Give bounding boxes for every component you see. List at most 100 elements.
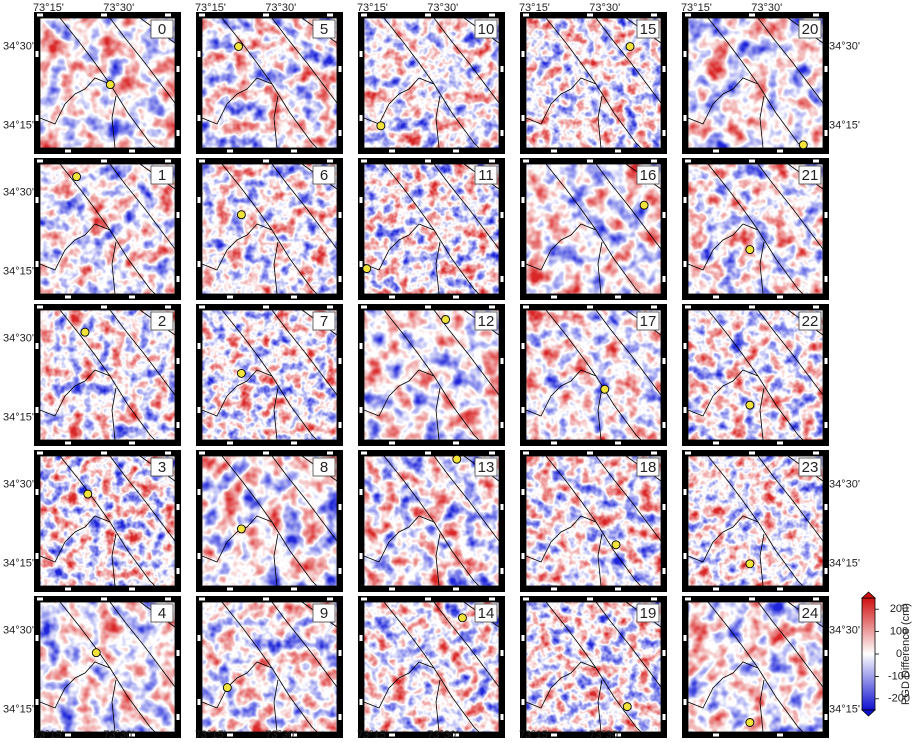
y-tick-label: 34°15' [3,704,34,716]
map-panel: 5 [199,15,340,151]
epicenter [746,246,754,254]
map-panel: 23 [685,453,826,589]
panel-label: 24 [802,605,819,622]
map-panel: 10 [361,15,502,151]
panel-label: 3 [158,459,166,476]
epicenter [453,455,461,463]
panel-label: 10 [478,21,495,38]
x-tick-label: 73°15' [357,2,388,14]
epicenter [363,265,371,273]
x-tick-label: 73°15' [195,729,226,741]
panel-label: 16 [640,167,657,184]
epicenter [237,369,245,377]
map-panel: 2 [37,307,178,443]
y-tick-label: 34°30' [829,40,860,52]
map-panel: 3 [37,453,178,589]
map-panel: 21 [685,161,826,297]
epicenter [442,316,450,324]
panel-label: 1 [158,167,166,184]
epicenter [377,122,385,130]
y-tick-label: 34°15' [829,558,860,570]
epicenter [84,490,92,498]
panel-label: 17 [640,313,657,330]
y-tick-label: 34°15' [3,266,34,278]
y-tick-label: 34°30' [829,478,860,490]
panel-label: 21 [802,167,819,184]
x-tick-label: 73°30' [265,2,296,14]
panel-label: 20 [802,21,819,38]
panel-label: 14 [478,605,495,622]
epicenter [106,81,114,89]
map-panel: 4 [37,599,178,735]
epicenter [81,328,89,336]
x-tick-label: 73°15' [33,2,64,14]
map-panel: 9 [199,599,340,735]
panel-label: 22 [802,313,819,330]
x-tick-label: 73°30' [427,729,458,741]
epicenter [92,649,100,657]
y-tick-label: 34°30' [3,40,34,52]
map-panel: 14 [361,599,502,735]
map-panel: 0 [37,15,178,151]
panel-label: 2 [158,313,166,330]
panel-label: 4 [158,605,166,622]
map-panel: 12 [361,307,502,443]
panel-label: 6 [320,167,328,184]
colorbar [862,598,875,710]
x-tick-label: 73°30' [265,729,296,741]
epicenter [601,385,609,393]
colorbar-min-arrow [862,710,875,716]
epicenter [746,718,754,726]
map-panel: 13 [361,453,502,589]
y-tick-label: 34°30' [3,332,34,344]
panel-label: 5 [320,21,328,38]
epicenter [458,614,466,622]
map-panel: 19 [523,599,664,735]
map-panel: 6 [199,161,340,297]
x-tick-label: 73°15' [195,2,226,14]
x-tick-label: 73°15' [33,729,64,741]
epicenter [746,401,754,409]
page: 073°15'73°30'34°15'34°30'134°15'34°30'23… [0,0,917,743]
panel-label: 23 [802,459,819,476]
x-tick-label: 73°15' [681,2,712,14]
x-tick-label: 73°30' [589,2,620,14]
colorbar-label: PGD Difference (cm) [900,603,912,705]
figure: 073°15'73°30'34°15'34°30'134°15'34°30'23… [0,0,917,743]
panel-label: 19 [640,605,657,622]
panel-label: 18 [640,459,657,476]
epicenter [237,211,245,219]
map-panel: 22 [685,307,826,443]
y-tick-label: 34°15' [829,704,860,716]
y-tick-label: 34°15' [3,412,34,424]
y-tick-label: 34°30' [3,186,34,198]
x-tick-label: 73°30' [751,2,782,14]
map-panel: 1 [37,161,178,297]
panel-label: 8 [320,459,328,476]
epicenter [799,141,807,149]
map-panel: 16 [523,161,664,297]
y-tick-label: 34°30' [3,624,34,636]
x-tick-label: 73°30' [103,2,134,14]
x-tick-label: 73°30' [589,729,620,741]
map-panel: 8 [199,453,340,589]
y-tick-label: 34°30' [3,478,34,490]
epicenter [223,684,231,692]
map-panel: 18 [523,453,664,589]
epicenter [237,525,245,533]
colorbar-max-arrow [862,592,875,598]
x-tick-label: 73°15' [357,729,388,741]
epicenter [612,541,620,549]
panel-label: 15 [640,21,657,38]
x-tick-label: 73°15' [519,729,550,741]
panel-label: 0 [158,21,166,38]
map-panel: 20 [685,15,826,151]
x-tick-label: 73°30' [103,729,134,741]
panel-label: 12 [478,313,495,330]
y-tick-label: 34°30' [829,624,860,636]
y-tick-label: 34°15' [829,120,860,132]
panel-label: 13 [478,459,495,476]
map-panel: 15 [523,15,664,151]
x-tick-label: 73°30' [427,2,458,14]
map-panel: 11 [361,161,502,297]
